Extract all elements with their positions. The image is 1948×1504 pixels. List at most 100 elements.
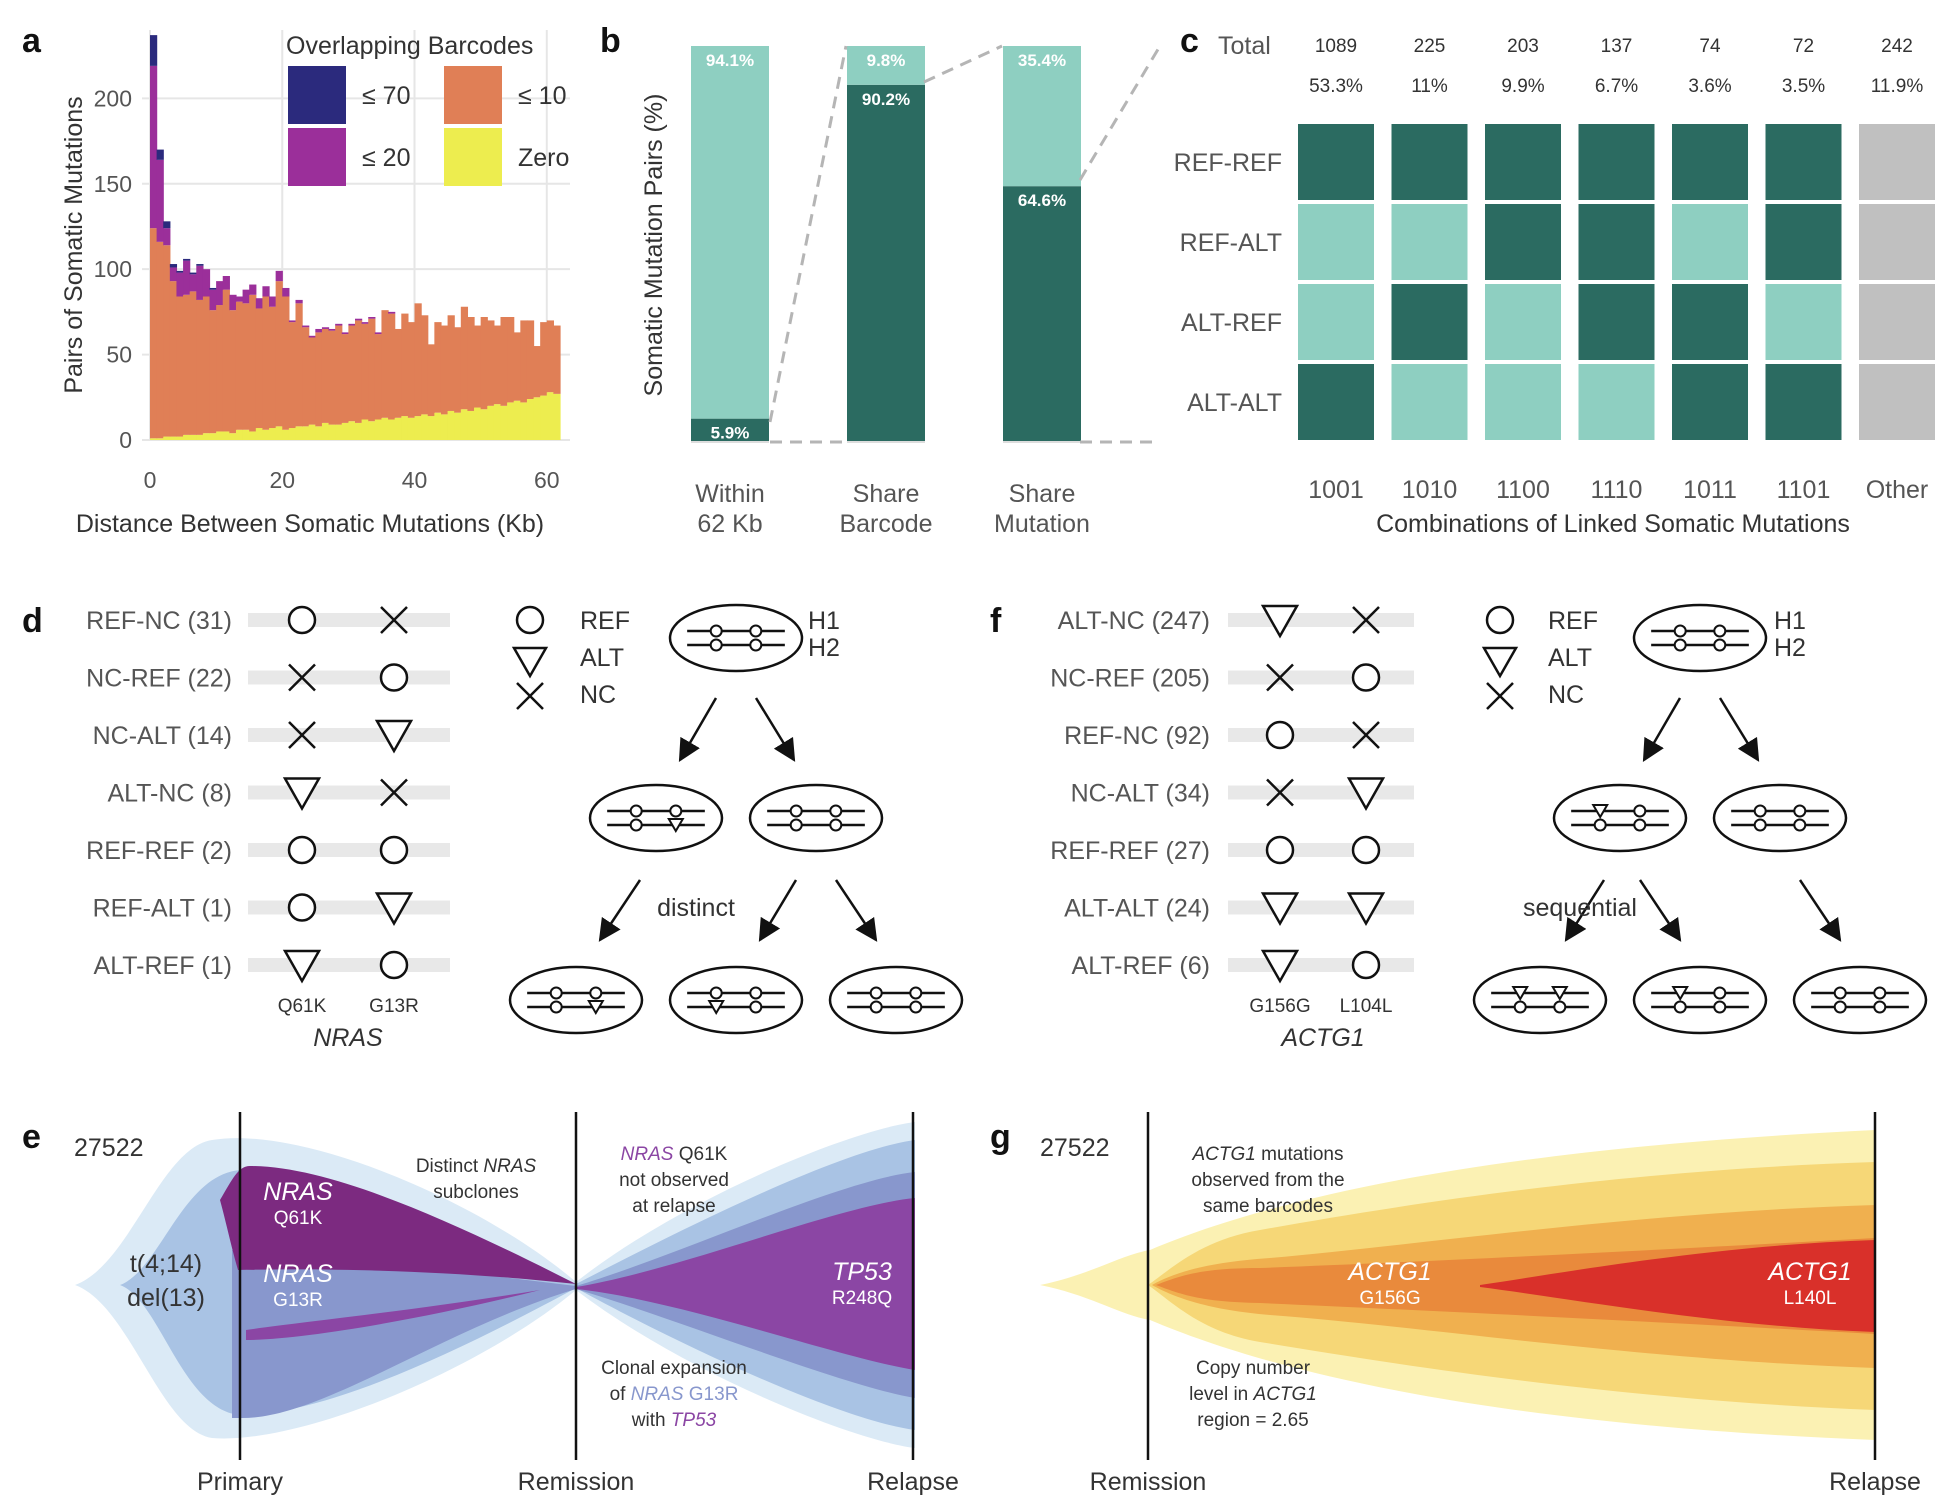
histogram-bar-segment xyxy=(427,416,435,440)
histogram-bar-segment xyxy=(255,298,264,309)
ref-circle-icon xyxy=(287,835,317,865)
ref-circle-icon xyxy=(1673,1000,1687,1014)
ref-circle-icon xyxy=(379,950,409,980)
nc-cross-icon xyxy=(1266,663,1294,692)
histogram-bar-segment xyxy=(401,416,409,440)
x-tick-label: 20 xyxy=(269,467,295,493)
histogram-bar-segment xyxy=(249,294,257,432)
panel-b-bars: 5.9% 94.1% 90.2% 9.8% 64.6% 35.4% xyxy=(691,46,1081,443)
heatmap-column-label: 1101 xyxy=(1777,476,1831,504)
bar-value-label: 64.6% xyxy=(1018,191,1066,210)
clone-q61k-mut: Q61K xyxy=(274,1208,323,1229)
histogram-bar-segment xyxy=(209,289,217,311)
heatmap-cell xyxy=(1672,124,1748,200)
clone-g156g-mut: G156G xyxy=(1359,1288,1420,1309)
heatmap-row-label: REF-ALT xyxy=(1180,229,1282,257)
histogram-bar-segment xyxy=(196,299,204,435)
histogram-bar-segment xyxy=(513,332,521,401)
histogram-bar-segment xyxy=(229,433,237,440)
ref-circle-icon xyxy=(709,624,723,638)
histogram-bar-segment xyxy=(440,325,449,415)
histogram-bar-segment xyxy=(196,265,204,300)
histogram-bar-segment xyxy=(368,317,376,319)
alt-triangle-icon xyxy=(1260,892,1300,927)
histogram-bar-segment xyxy=(335,325,343,425)
ref-circle-icon xyxy=(709,638,723,652)
column-total: 137 xyxy=(1601,36,1633,57)
stacked-bar-segment xyxy=(1003,46,1081,187)
heatmap-column-label: Other xyxy=(1866,476,1929,504)
legend-alt: ALT xyxy=(1548,644,1592,672)
histogram-bar-segment xyxy=(183,434,191,440)
alt-triangle-icon xyxy=(282,949,322,984)
panel-f-model-label: sequential xyxy=(1523,894,1637,922)
heatmap-cell xyxy=(1765,364,1842,440)
histogram-bar-segment xyxy=(480,317,488,410)
histogram-bar-segment xyxy=(315,426,323,440)
histogram-bar-segment xyxy=(255,428,264,440)
histogram-bar-segment xyxy=(447,410,455,440)
read-track xyxy=(1228,843,1414,857)
histogram-bar-segment xyxy=(189,434,197,440)
ref-circle-icon xyxy=(1673,638,1687,652)
histogram-bar-segment xyxy=(209,310,217,434)
ref-circle-icon xyxy=(789,818,803,832)
panel-c: c Total REF-REF REF-ALT ALT-REF ALT-ALT 1089… xyxy=(1174,22,1935,538)
read-row-label: ALT-NC (247) xyxy=(1058,607,1210,635)
ref-circle-icon xyxy=(1713,986,1727,1000)
alt-triangle-icon xyxy=(1260,949,1300,984)
histogram-bar-segment xyxy=(434,322,442,413)
note-copy-number-2: level in ACTG1 xyxy=(1189,1384,1317,1405)
panel-d-letter: d xyxy=(22,602,43,640)
histogram-bar-segment xyxy=(302,327,310,427)
histogram-bar-segment xyxy=(454,412,462,440)
ref-circle-icon xyxy=(1873,1000,1887,1014)
heatmap-cell xyxy=(1391,364,1468,440)
read-row-label: NC-REF (205) xyxy=(1050,665,1210,693)
alt-triangle-icon xyxy=(707,1000,725,1015)
histogram-bar-segment xyxy=(295,299,303,304)
arrow-icon xyxy=(834,879,878,942)
histogram-bar-segment xyxy=(295,426,303,440)
cell-icon xyxy=(508,965,644,1035)
column-total: 72 xyxy=(1793,36,1814,57)
histogram-bar-segment xyxy=(255,308,264,429)
panel-d-model-label: distinct xyxy=(657,894,735,922)
ref-circle-icon xyxy=(749,1000,763,1014)
histogram-bar-segment xyxy=(355,422,363,440)
bar-value-label: 90.2% xyxy=(862,90,910,109)
histogram-bar-segment xyxy=(235,301,244,430)
histogram-bar-segment xyxy=(183,258,191,261)
histogram-bar-segment xyxy=(394,328,402,418)
legend-label-20: ≤ 20 xyxy=(362,144,410,172)
read-row-label: REF-REF (27) xyxy=(1050,837,1210,865)
panel-a-y-axis-label: Pairs of Somatic Mutations xyxy=(60,96,88,393)
histogram-bar-segment xyxy=(202,269,211,297)
alt-triangle-icon xyxy=(374,719,414,754)
stacked-bar-segment xyxy=(847,84,925,443)
ref-circle-icon xyxy=(749,986,763,1000)
cell-icon xyxy=(828,965,964,1035)
panel-b-connectors xyxy=(768,44,1162,444)
histogram-bar-segment xyxy=(176,270,184,273)
panel-f-clone-tree xyxy=(1472,603,1928,1035)
clone-l140l-gene: ACTG1 xyxy=(1766,1258,1851,1286)
note-clonal-expansion: Clonal expansion xyxy=(601,1358,747,1379)
histogram-bar-segment xyxy=(315,332,323,427)
panel-e-letter: e xyxy=(22,1118,41,1156)
fish-e-g13r xyxy=(232,1172,915,1419)
panel-f-h2: H2 xyxy=(1774,634,1806,662)
histogram-bar-segment xyxy=(520,320,528,403)
ref-circle-icon xyxy=(869,986,883,1000)
panel-d: d REF-NC (31) NC-REF (22) NC-ALT (14) ALT-N… xyxy=(22,602,964,1052)
note-copy-number: Copy number xyxy=(1196,1358,1311,1379)
heatmap-cell xyxy=(1485,284,1561,360)
column-percent: 53.3% xyxy=(1309,76,1363,97)
stacked-bar-segment xyxy=(1003,186,1081,442)
legend-label-zero: Zero xyxy=(518,144,569,172)
y-tick-label: 0 xyxy=(119,427,132,453)
histogram-bar-segment xyxy=(150,438,158,440)
histogram-bar-segment xyxy=(526,399,535,440)
heatmap-cell xyxy=(1298,204,1374,280)
bar-value-label: 9.8% xyxy=(867,51,906,70)
